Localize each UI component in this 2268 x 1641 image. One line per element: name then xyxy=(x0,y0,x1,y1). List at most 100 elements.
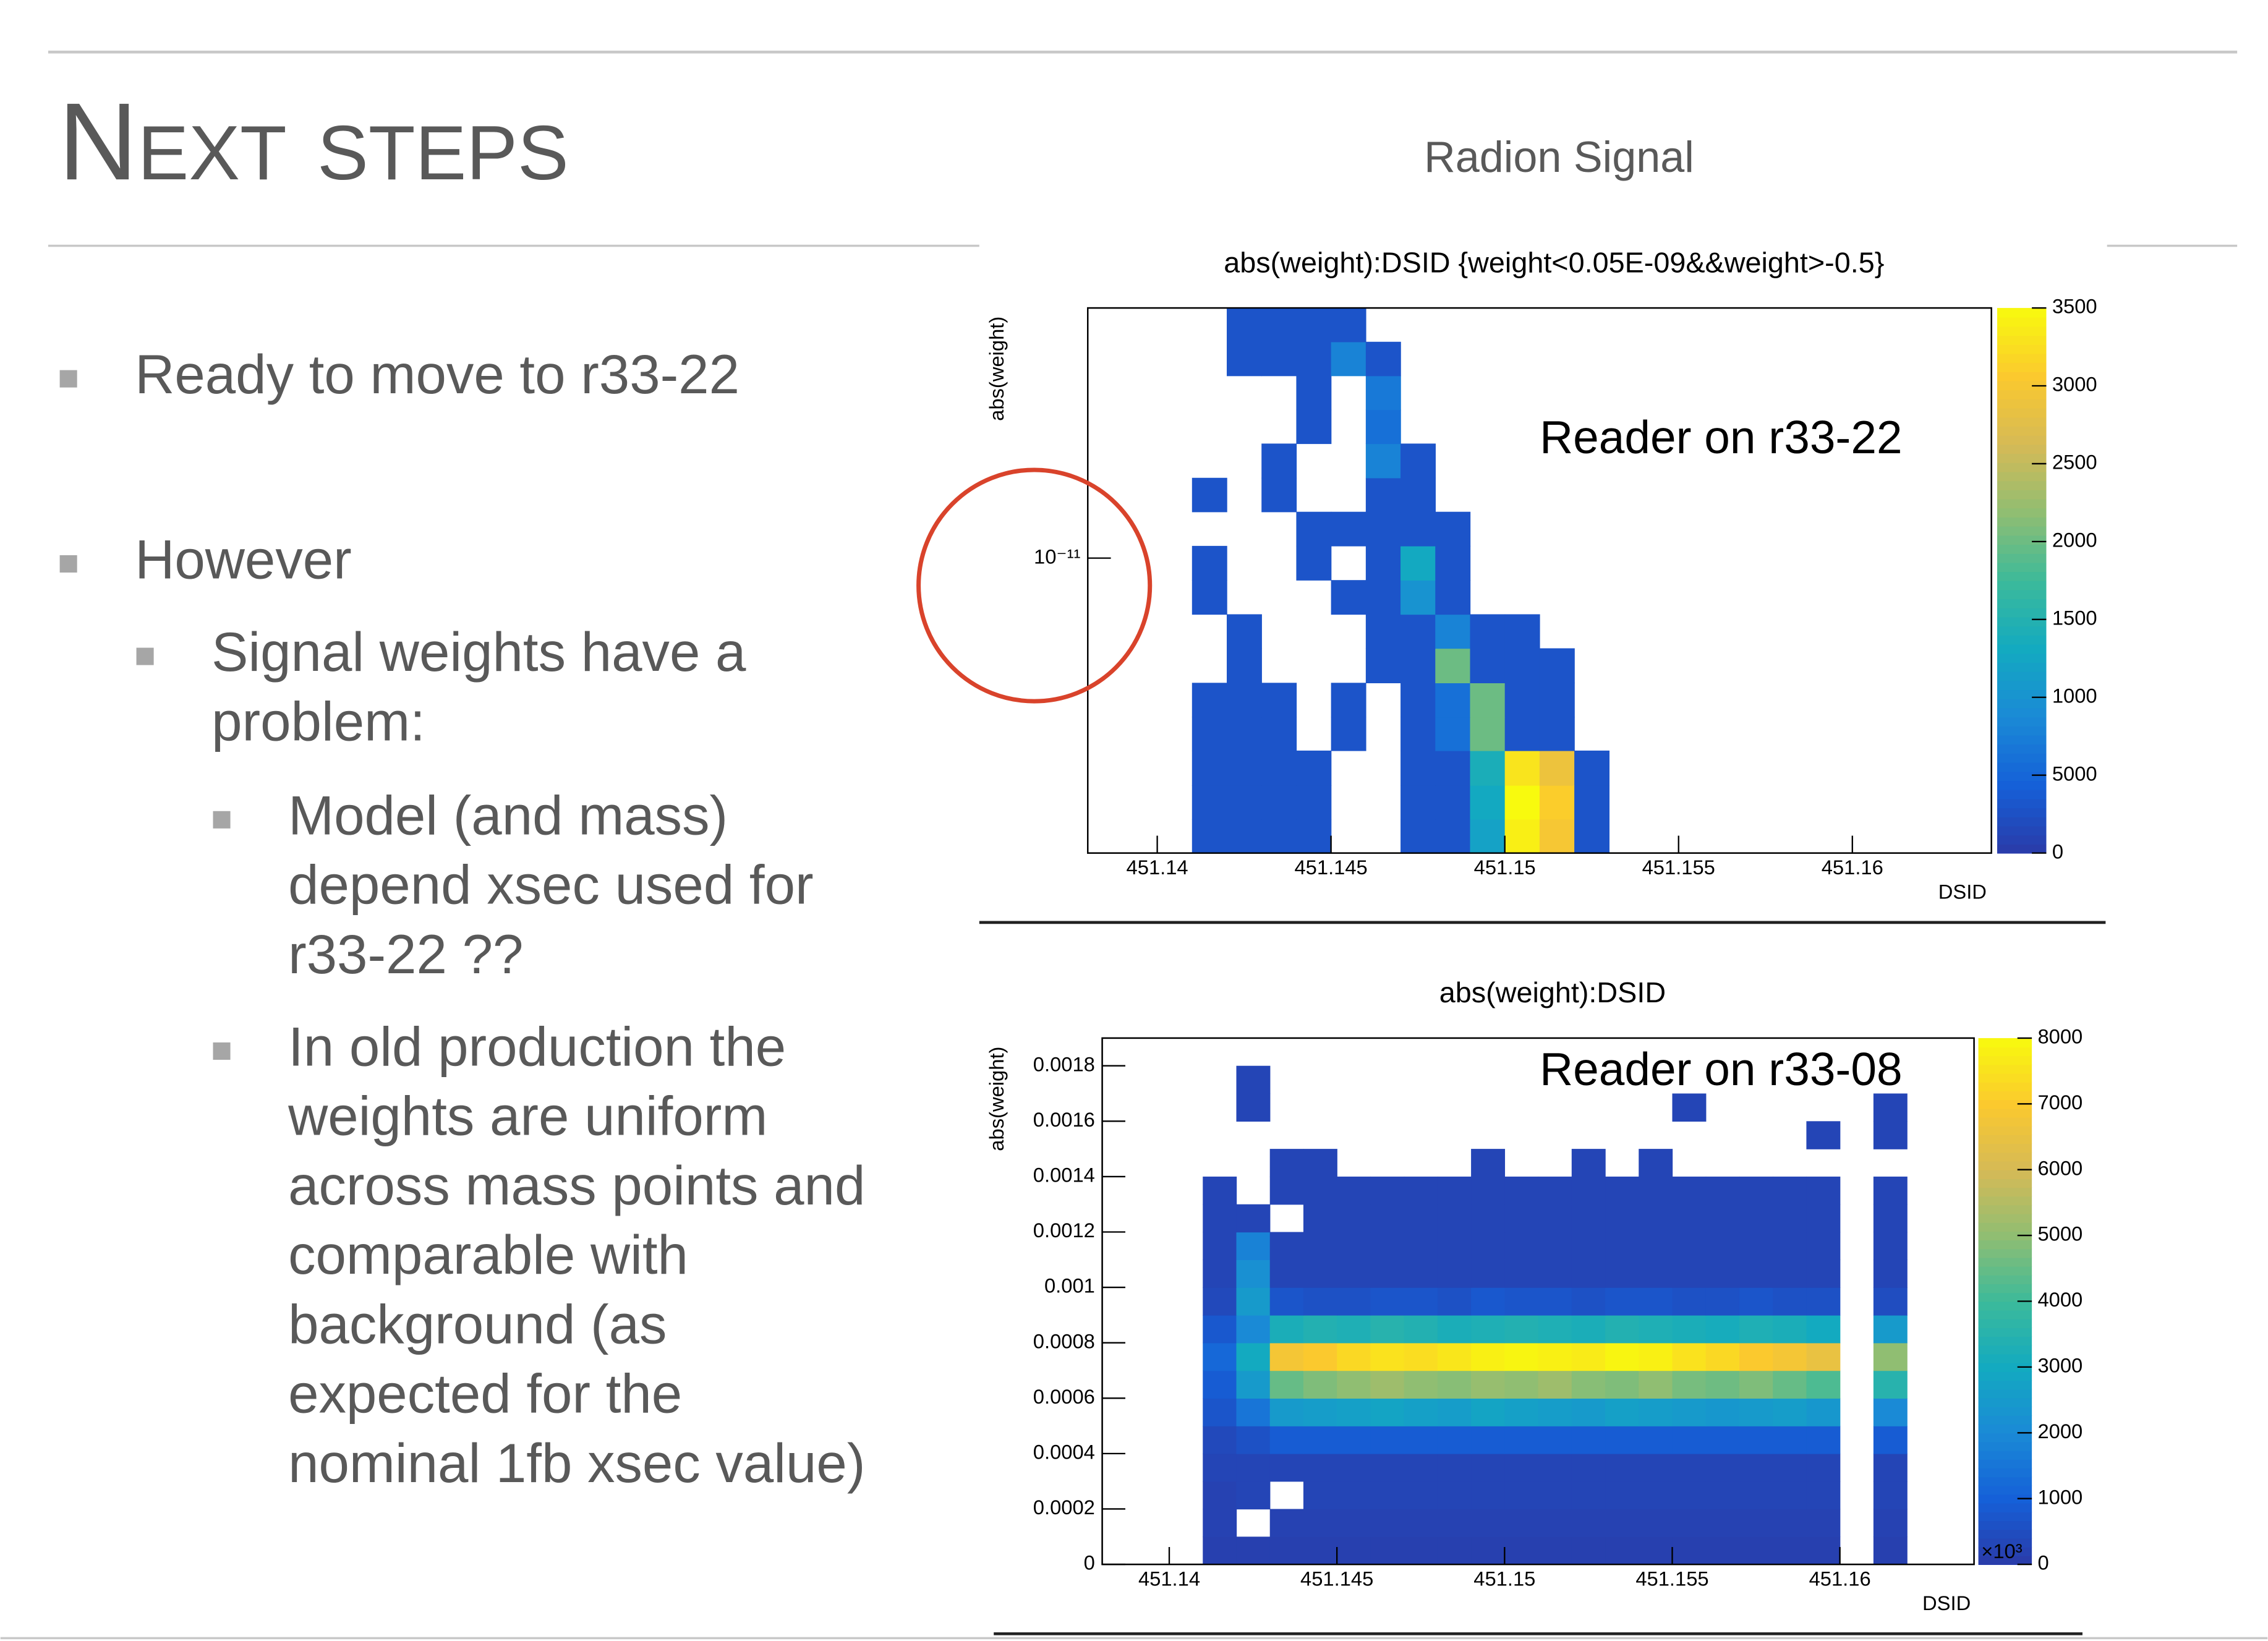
x-tick-label: 451.14 xyxy=(1127,856,1188,879)
annotation: Reader on r33-22 xyxy=(1540,411,1902,463)
heatmap-cell xyxy=(1538,1370,1572,1399)
colorbar-step xyxy=(1978,1310,2032,1319)
heatmap-cell xyxy=(1571,1537,1606,1565)
heatmap-cell xyxy=(1303,1315,1337,1344)
heatmap-cell xyxy=(1236,1370,1271,1399)
colorbar-step xyxy=(1978,1240,2032,1250)
heatmap-cell xyxy=(1639,1453,1673,1482)
heatmap-cell xyxy=(1504,1509,1539,1537)
heatmap-cell xyxy=(1571,1260,1606,1288)
heatmap-cell xyxy=(1773,1481,1807,1510)
heatmap-cell xyxy=(1261,785,1297,820)
colorbar-step xyxy=(1978,1450,2032,1460)
heatmap-cell xyxy=(1437,1232,1472,1260)
heatmap-cell xyxy=(1672,1370,1707,1399)
heatmap-cell xyxy=(1236,1537,1271,1565)
heatmap-cell xyxy=(1739,1204,1773,1233)
heatmap-cell xyxy=(1873,1509,1908,1537)
heatmap-cell xyxy=(1337,1426,1371,1454)
heatmap-cell xyxy=(1227,341,1262,377)
heatmap-cell xyxy=(1605,1232,1639,1260)
heatmap-cell xyxy=(1504,819,1540,854)
heatmap-cell xyxy=(1404,1342,1438,1371)
colorbar-step xyxy=(1997,526,2047,536)
heatmap-cell xyxy=(1437,1537,1472,1565)
colorbar-step xyxy=(1997,780,2047,790)
heatmap-cell xyxy=(1296,375,1332,411)
heatmap-cell xyxy=(1337,1315,1371,1344)
heatmap-cell xyxy=(1370,1453,1405,1482)
heatmap-cell xyxy=(1773,1232,1807,1260)
heatmap-cell xyxy=(1806,1260,1841,1288)
heatmap-cell xyxy=(1470,614,1506,649)
heatmap-cell xyxy=(1203,1260,1237,1288)
heatmap-cell xyxy=(1471,1453,1506,1482)
heatmap-cell xyxy=(1806,1315,1841,1344)
heatmap-cell xyxy=(1365,341,1401,377)
heatmap-cell xyxy=(1261,308,1297,343)
heatmap-cell xyxy=(1435,580,1471,615)
heatmap-cell xyxy=(1435,545,1471,581)
colorbar-step xyxy=(1997,344,2047,354)
heatmap-cell xyxy=(1471,1176,1506,1205)
heatmap-cell xyxy=(1605,1176,1639,1205)
heatmap-cell xyxy=(1471,1315,1506,1344)
heatmap-cell xyxy=(1471,1537,1506,1565)
y-axis-label: abs(weight) xyxy=(985,1047,1008,1151)
heatmap-cell xyxy=(1192,683,1227,718)
heatmap-cell xyxy=(1471,1509,1506,1537)
bullet-text: depend xsec used for xyxy=(288,855,814,916)
colorbar-step xyxy=(1997,626,2047,636)
colorbar-step xyxy=(1978,1081,2032,1091)
heatmap-cell xyxy=(1404,1287,1438,1316)
heatmap-cell xyxy=(1203,1204,1237,1233)
heatmap-cell xyxy=(1605,1537,1639,1565)
heatmap-cell xyxy=(1639,1370,1673,1399)
heatmap-cell xyxy=(1435,819,1471,854)
heatmap-cell xyxy=(1605,1315,1639,1344)
colorbar-step xyxy=(1997,489,2047,500)
heatmap-cell xyxy=(1261,717,1297,751)
colorbar-step xyxy=(1997,308,2047,318)
heatmap-cell xyxy=(1705,1260,1740,1288)
heatmap-cell xyxy=(1227,308,1262,343)
heatmap-cell xyxy=(1571,1232,1606,1260)
heatmap-cell xyxy=(1261,341,1297,377)
colorbar-step xyxy=(1997,562,2047,573)
y-tick-label: 0.0016 xyxy=(1033,1108,1095,1131)
heatmap-cell xyxy=(1705,1370,1740,1399)
heatmap-cell xyxy=(1806,1426,1841,1454)
x-tick-label: 451.155 xyxy=(1642,856,1715,879)
heatmap-cell xyxy=(1337,1287,1371,1316)
heatmap-cell xyxy=(1331,717,1366,751)
colorbar-step xyxy=(1978,1345,2032,1355)
heatmap-cell xyxy=(1337,1342,1371,1371)
colorbar-step xyxy=(1978,1546,2032,1556)
heatmap-cell xyxy=(1504,1398,1539,1426)
heatmap-cell xyxy=(1370,1232,1405,1260)
heatmap-cell xyxy=(1873,1398,1908,1426)
heatmap-cell xyxy=(1773,1342,1807,1371)
heatmap-cell xyxy=(1806,1453,1841,1482)
colorbar-step xyxy=(1978,1485,2032,1495)
heatmap-cell xyxy=(1236,1398,1271,1426)
heatmap-cell xyxy=(1303,1204,1337,1233)
colorbar-step xyxy=(1997,725,2047,736)
colorbar-step xyxy=(1978,1161,2032,1170)
bullet-text: across mass points and xyxy=(288,1155,865,1216)
colorbar-step xyxy=(1997,571,2047,581)
colorbar-step xyxy=(1978,1178,2032,1188)
bullet-text: r33-22 ?? xyxy=(288,924,523,985)
heatmap-cell xyxy=(1303,1426,1337,1454)
heatmap-cell xyxy=(1236,1065,1271,1094)
heatmap-cell xyxy=(1261,477,1297,513)
colorbar-step xyxy=(1978,1441,2032,1451)
chart-title: abs(weight):DSID {weight<0.05E-09&&weigh… xyxy=(1224,246,1884,278)
heatmap-cell xyxy=(1504,785,1540,820)
heatmap-cell xyxy=(1639,1260,1673,1288)
colorbar-step xyxy=(1997,653,2047,663)
heatmap-cell xyxy=(1705,1315,1740,1344)
colorbar-step xyxy=(1997,544,2047,554)
y-tick-label: 0.0014 xyxy=(1033,1164,1095,1187)
